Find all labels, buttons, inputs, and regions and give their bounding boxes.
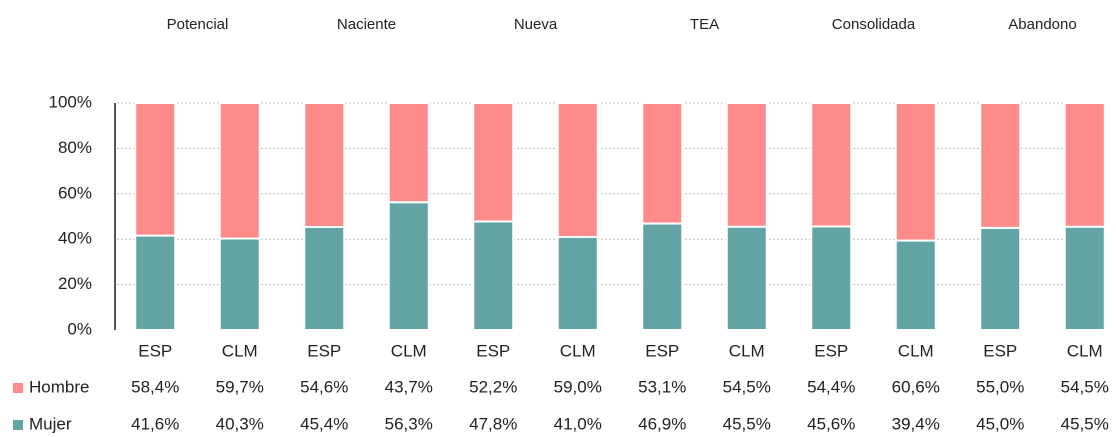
x-tick-label: ESP — [814, 341, 848, 360]
table-value: 41,6% — [131, 414, 179, 433]
table-value: 59,0% — [554, 377, 602, 396]
table-value: 40,3% — [216, 414, 264, 433]
legend-swatch — [13, 383, 23, 393]
table-value: 41,0% — [554, 414, 602, 433]
bar-segment — [303, 102, 346, 228]
x-tick-label: CLM — [1067, 341, 1103, 360]
y-tick-label: 60% — [58, 183, 92, 202]
y-tick-label: 40% — [58, 229, 92, 248]
x-tick-label: ESP — [645, 341, 679, 360]
bar-segment — [894, 239, 937, 331]
y-tick-label: 20% — [58, 274, 92, 293]
legend-label: Mujer — [29, 414, 72, 433]
legend-swatch — [13, 420, 23, 430]
x-tick-label: CLM — [898, 341, 934, 360]
table-value: 56,3% — [385, 414, 433, 433]
group-label: Naciente — [337, 16, 396, 33]
table-value: 45,5% — [1061, 414, 1109, 433]
bar-segment — [810, 225, 853, 332]
table-value: 58,4% — [131, 377, 179, 396]
x-tick-label: ESP — [476, 341, 510, 360]
bar-segment — [894, 102, 937, 242]
table-value: 60,6% — [892, 377, 940, 396]
bar-segment — [556, 102, 599, 238]
y-tick-label: 100% — [49, 92, 92, 111]
legend-label: Hombre — [29, 377, 89, 396]
x-tick-label: ESP — [983, 341, 1017, 360]
bar-segment — [472, 220, 515, 331]
bar-segment — [725, 225, 768, 331]
table-value: 47,8% — [469, 414, 517, 433]
table-value: 55,0% — [976, 377, 1024, 396]
group-label: Abandono — [1008, 16, 1076, 33]
bar-segment — [134, 102, 177, 237]
x-tick-label: ESP — [138, 341, 172, 360]
bar-segment — [641, 222, 684, 331]
table-value: 45,0% — [976, 414, 1024, 433]
group-label: Potencial — [167, 16, 229, 33]
table-value: 54,6% — [300, 377, 348, 396]
group-label: Consolidada — [832, 16, 916, 33]
bar-segment — [725, 102, 768, 228]
bar-segment — [472, 102, 515, 223]
table-value: 45,6% — [807, 414, 855, 433]
x-tick-label: CLM — [560, 341, 596, 360]
table-value: 46,9% — [638, 414, 686, 433]
table-value: 45,5% — [723, 414, 771, 433]
table-value: 52,2% — [469, 377, 517, 396]
y-tick-label: 80% — [58, 138, 92, 157]
x-tick-label: CLM — [391, 341, 427, 360]
group-label: TEA — [690, 16, 719, 33]
table-value: 54,5% — [723, 377, 771, 396]
bar-segment — [218, 237, 261, 331]
bar-segment — [134, 234, 177, 331]
bar-segment — [303, 225, 346, 331]
group-label: Nueva — [514, 16, 558, 33]
bar-segment — [387, 102, 430, 204]
bar-segment — [810, 102, 853, 228]
table-value: 59,7% — [216, 377, 264, 396]
x-tick-label: CLM — [222, 341, 258, 360]
bar-segment — [641, 102, 684, 225]
bar-segment — [387, 201, 430, 332]
table-value: 53,1% — [638, 377, 686, 396]
table-value: 43,7% — [385, 377, 433, 396]
bar-segment — [1063, 225, 1106, 331]
x-tick-label: ESP — [307, 341, 341, 360]
table-value: 54,4% — [807, 377, 855, 396]
bar-segment — [979, 102, 1022, 229]
bar-segment — [218, 102, 261, 240]
x-tick-label: CLM — [729, 341, 765, 360]
bar-segment — [1063, 102, 1106, 228]
table-value: 39,4% — [892, 414, 940, 433]
bar-segment — [979, 226, 1022, 332]
table-value: 45,4% — [300, 414, 348, 433]
y-tick-label: 0% — [67, 319, 92, 338]
bar-segment — [556, 235, 599, 331]
table-value: 54,5% — [1061, 377, 1109, 396]
